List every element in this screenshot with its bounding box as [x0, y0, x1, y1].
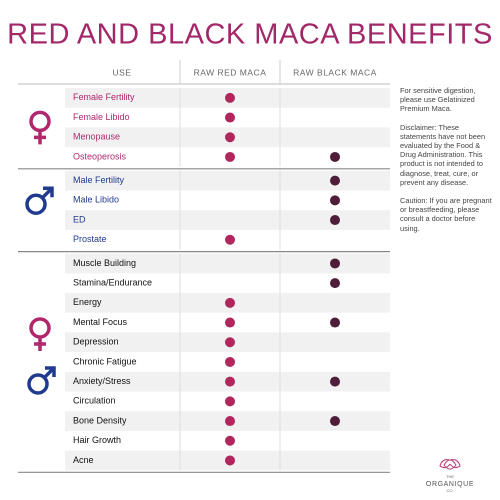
row-label: Prostate — [73, 234, 107, 244]
red-dot — [225, 297, 235, 308]
male-symbol — [27, 366, 56, 395]
row-stripe — [65, 170, 390, 191]
black-dot — [330, 416, 340, 427]
red-dot — [225, 234, 235, 245]
row-label: Muscle Building — [73, 258, 136, 268]
row-stripe — [65, 253, 390, 274]
red-dot — [225, 376, 235, 387]
row-label: Hair Growth — [73, 435, 121, 445]
row-label: Energy — [73, 297, 102, 307]
row-label: Mental Focus — [73, 317, 128, 327]
logo-bottom: CO. — [446, 488, 453, 493]
black-dot — [330, 195, 340, 206]
row-label: Acne — [73, 455, 94, 465]
red-dot — [225, 112, 235, 123]
male-symbol — [25, 186, 54, 215]
red-dot — [225, 396, 235, 407]
column-header: RAW BLACK MACA — [293, 67, 377, 77]
female-symbol — [29, 110, 51, 145]
red-dot — [225, 455, 235, 466]
row-label: Circulation — [73, 396, 116, 406]
symbol-arrow — [42, 366, 56, 380]
logo-name: ORGANIQUE — [426, 481, 474, 488]
black-dot — [330, 278, 340, 289]
symbol-ring — [29, 110, 51, 133]
row-label: Male Fertility — [73, 175, 125, 185]
row-label: Male Libido — [73, 195, 119, 205]
table: USE RAW RED MACA RAW BLACK MACA Female Fert… — [18, 60, 390, 473]
row-label: Osteoperosis — [73, 151, 127, 161]
row-label: Menopause — [73, 132, 120, 142]
note: Disclaimer: These statements have not be… — [400, 122, 486, 187]
title: RED AND BLACK MACA BENEFITS — [7, 19, 493, 51]
black-dot — [330, 215, 340, 226]
black-dot — [330, 258, 340, 269]
note: For sensitive digestion, please use Gela… — [400, 86, 476, 114]
column-header: RAW RED MACA — [194, 67, 267, 77]
red-dot — [225, 132, 235, 143]
notes: For sensitive digestion, please use Gela… — [400, 86, 496, 242]
row-label: Chronic Fatigue — [73, 356, 137, 366]
symbol-arrow — [40, 186, 54, 200]
black-dot — [330, 151, 340, 162]
row-stripe — [65, 210, 390, 230]
red-dot — [225, 435, 235, 446]
red-dot — [225, 416, 235, 427]
logo-mark — [439, 459, 461, 470]
row-label: Stamina/Endurance — [73, 278, 152, 288]
black-dot — [330, 317, 340, 328]
red-dot — [225, 151, 235, 162]
note: Caution: If you are pregnant or breastfe… — [400, 196, 492, 233]
row-label: Bone Density — [73, 415, 127, 425]
black-dot — [330, 175, 340, 186]
symbol-ring — [25, 193, 47, 215]
logo-top: THE — [446, 474, 454, 479]
column-header: USE — [113, 67, 132, 77]
row-label: Anxiety/Stress — [73, 376, 131, 386]
row-label: Female Libido — [73, 112, 130, 122]
row-label: Female Fertility — [73, 92, 135, 102]
symbol-ring — [27, 373, 49, 395]
red-dot — [225, 356, 235, 367]
red-dot — [225, 92, 235, 103]
logo: THE ORGANIQUE CO. — [426, 459, 474, 493]
red-dot — [225, 337, 235, 348]
row-label: Depression — [73, 337, 119, 347]
symbol-cross — [34, 336, 46, 351]
symbol-ring — [29, 317, 51, 339]
row-label: ED — [73, 214, 86, 224]
female-symbol — [29, 317, 51, 351]
black-dot — [330, 376, 340, 387]
symbol-cross — [34, 130, 46, 145]
red-dot — [225, 317, 235, 328]
